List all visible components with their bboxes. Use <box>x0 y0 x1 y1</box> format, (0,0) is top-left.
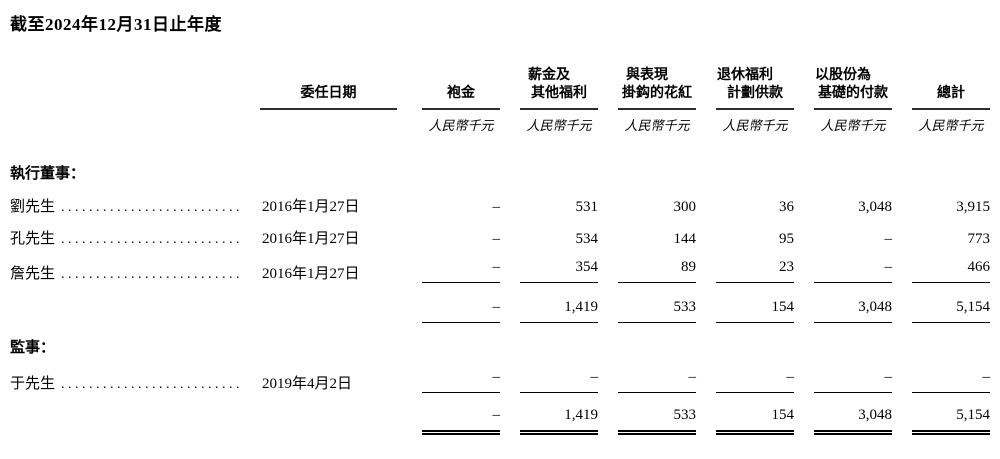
value-total: – <box>912 369 990 393</box>
person-name-cell: 孔先生 ....................................… <box>10 227 254 248</box>
section-supervisors: 監事： <box>10 339 56 356</box>
value-retirement: 36 <box>779 199 794 215</box>
subtotal-salaries: 1,419 <box>520 299 598 323</box>
value-share-based: 3,048 <box>858 199 892 215</box>
unit-total: 人民幣千元 <box>918 118 984 133</box>
value-fees: – <box>422 259 500 283</box>
grand-total-bonus: 533 <box>618 407 696 435</box>
subtotal-total: 5,154 <box>912 299 990 323</box>
value-salaries: 534 <box>575 231 599 247</box>
value-share-based: – <box>814 259 892 283</box>
header-retirement-contributions: 退休福利 計劃供款 <box>696 65 794 110</box>
person-name-cell: 詹先生 ....................................… <box>10 262 254 283</box>
table-body: 執行董事： 劉先生 ..............................… <box>10 162 990 435</box>
header-salaries-benefits: 薪金及 其他福利 <box>500 65 598 110</box>
unit-salaries: 人民幣千元 <box>526 118 592 133</box>
value-share-based: – <box>884 231 893 247</box>
value-retirement: 23 <box>716 259 794 283</box>
unit-share-based: 人民幣千元 <box>820 118 886 133</box>
value-bonus: 89 <box>618 259 696 283</box>
value-total: 466 <box>912 259 990 283</box>
unit-bonus: 人民幣千元 <box>624 118 690 133</box>
row-mr-liu: 劉先生 ....................................… <box>10 195 990 216</box>
value-salaries: – <box>520 369 598 393</box>
value-fees: – <box>492 199 501 215</box>
subtotal-bonus: 533 <box>618 299 696 323</box>
unit-retirement: 人民幣千元 <box>722 118 788 133</box>
value-total: 773 <box>967 231 991 247</box>
grand-total-total: 5,154 <box>912 407 990 435</box>
unit-fees: 人民幣千元 <box>428 118 494 133</box>
row-grand-total: – 1,419 533 154 3,048 5,154 <box>10 407 990 435</box>
person-name: 劉先生 <box>10 199 56 215</box>
subtotal-share-based: 3,048 <box>814 299 892 323</box>
period-title: 截至2024年12月31日止年度 <box>10 15 222 34</box>
value-fees: – <box>492 231 501 247</box>
header-total: 總計 <box>892 83 990 110</box>
value-retirement: – <box>716 369 794 393</box>
value-salaries: 531 <box>575 199 599 215</box>
header-fees: 袍金 <box>402 83 500 110</box>
row-mr-yu: 于先生 ....................................… <box>10 369 990 393</box>
value-bonus: 144 <box>673 231 697 247</box>
row-mr-kong: 孔先生 ....................................… <box>10 227 990 248</box>
dot-leader: ...................................... <box>61 232 240 247</box>
value-bonus: 300 <box>673 199 697 215</box>
value-fees: – <box>422 369 500 393</box>
person-name: 詹先生 <box>10 266 56 282</box>
person-name: 孔先生 <box>10 231 56 247</box>
person-name-cell: 劉先生 ....................................… <box>10 195 254 216</box>
value-share-based: – <box>814 369 892 393</box>
header-unit-row: 人民幣千元 人民幣千元 人民幣千元 人民幣千元 人民幣千元 人民幣千元 <box>10 115 990 134</box>
grand-total-salaries: 1,419 <box>520 407 598 435</box>
dot-leader: ...................................... <box>61 267 240 282</box>
appointment-date: 2016年1月27日 <box>262 231 360 247</box>
person-name-cell: 于先生 ....................................… <box>10 372 254 393</box>
row-mr-zhan: 詹先生 ....................................… <box>10 259 990 283</box>
header-performance-bonus: 與表現 掛鈎的花紅 <box>598 65 696 110</box>
header-appointment-date: 委任日期 <box>254 83 402 110</box>
grand-total-fees: – <box>422 407 500 435</box>
value-total: 3,915 <box>956 199 990 215</box>
person-name: 于先生 <box>10 376 56 392</box>
subtotal-fees: – <box>422 299 500 323</box>
dot-leader: ...................................... <box>61 200 240 215</box>
value-bonus: – <box>618 369 696 393</box>
grand-total-share-based: 3,048 <box>814 407 892 435</box>
appointment-date: 2016年1月27日 <box>262 199 360 215</box>
header-label-row: 委任日期 袍金 薪金及 其他福利 與表現 掛鈎的花紅 退休福利 計劃供款 以股份… <box>10 65 990 110</box>
value-salaries: 354 <box>520 259 598 283</box>
grand-total-retirement: 154 <box>716 407 794 435</box>
appointment-date: 2016年1月27日 <box>262 266 360 282</box>
section-executive-directors: 執行董事： <box>10 165 86 182</box>
table-header: 委任日期 袍金 薪金及 其他福利 與表現 掛鈎的花紅 退休福利 計劃供款 以股份… <box>10 65 990 134</box>
subtotal-retirement: 154 <box>716 299 794 323</box>
row-executive-subtotal: – 1,419 533 154 3,048 5,154 <box>10 299 990 323</box>
value-retirement: 95 <box>779 231 794 247</box>
dot-leader: ...................................... <box>61 377 240 392</box>
header-share-based-payments: 以股份為 基礎的付款 <box>794 65 892 110</box>
appointment-date: 2019年4月2日 <box>262 376 353 392</box>
